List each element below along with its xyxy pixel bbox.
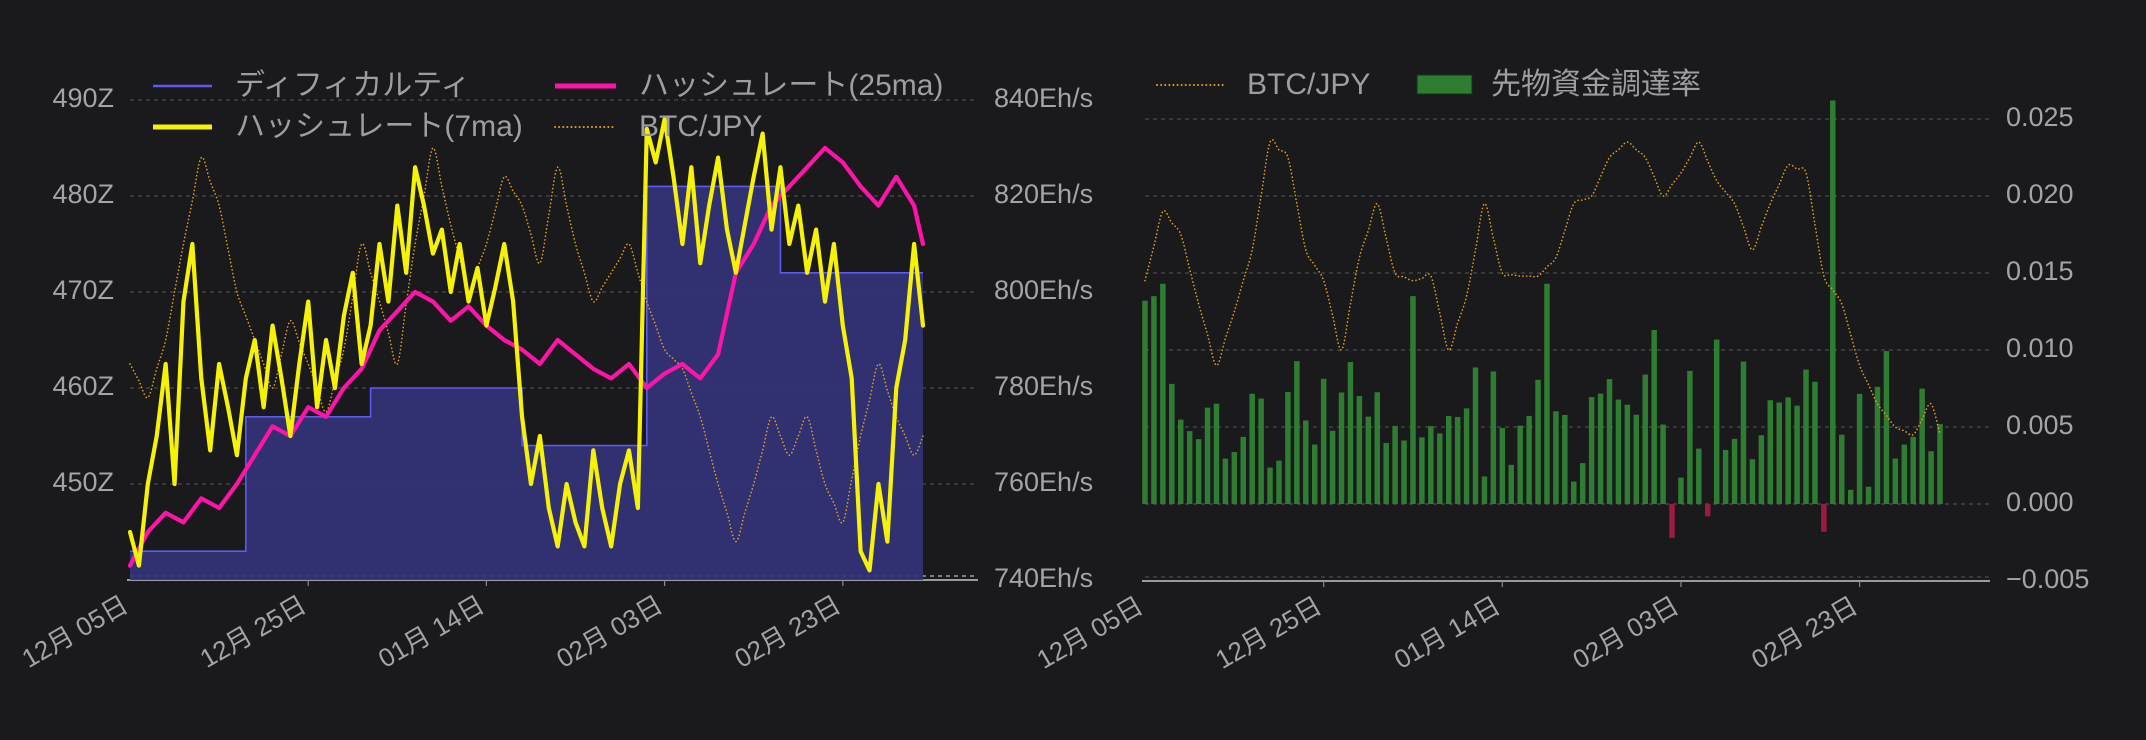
svg-text:840Eh/s: 840Eh/s	[994, 83, 1093, 113]
svg-text:ハッシュレート(25ma): ハッシュレート(25ma)	[639, 69, 943, 102]
svg-text:ディフィカルティ: ディフィカルティ	[235, 69, 471, 102]
svg-text:0.015: 0.015	[2006, 256, 2074, 286]
svg-text:−0.005: −0.005	[2006, 564, 2089, 594]
svg-text:450Z: 450Z	[52, 467, 114, 497]
svg-text:490Z: 490Z	[52, 83, 114, 113]
svg-text:BTC/JPY: BTC/JPY	[1247, 68, 1370, 101]
svg-text:760Eh/s: 760Eh/s	[994, 467, 1093, 497]
svg-text:0.005: 0.005	[2006, 410, 2074, 440]
svg-text:800Eh/s: 800Eh/s	[994, 275, 1093, 305]
svg-text:0.000: 0.000	[2006, 487, 2074, 517]
svg-text:0.010: 0.010	[2006, 333, 2074, 363]
svg-text:ハッシュレート(7ma): ハッシュレート(7ma)	[235, 110, 523, 143]
svg-text:740Eh/s: 740Eh/s	[994, 563, 1093, 593]
svg-text:先物資金調達率: 先物資金調達率	[1491, 68, 1701, 101]
svg-text:480Z: 480Z	[52, 179, 114, 209]
svg-text:0.020: 0.020	[2006, 179, 2074, 209]
svg-text:BTC/JPY: BTC/JPY	[639, 110, 762, 143]
svg-text:0.025: 0.025	[2006, 102, 2074, 132]
svg-text:470Z: 470Z	[52, 275, 114, 305]
svg-text:460Z: 460Z	[52, 371, 114, 401]
svg-text:820Eh/s: 820Eh/s	[994, 179, 1093, 209]
svg-text:780Eh/s: 780Eh/s	[994, 371, 1093, 401]
